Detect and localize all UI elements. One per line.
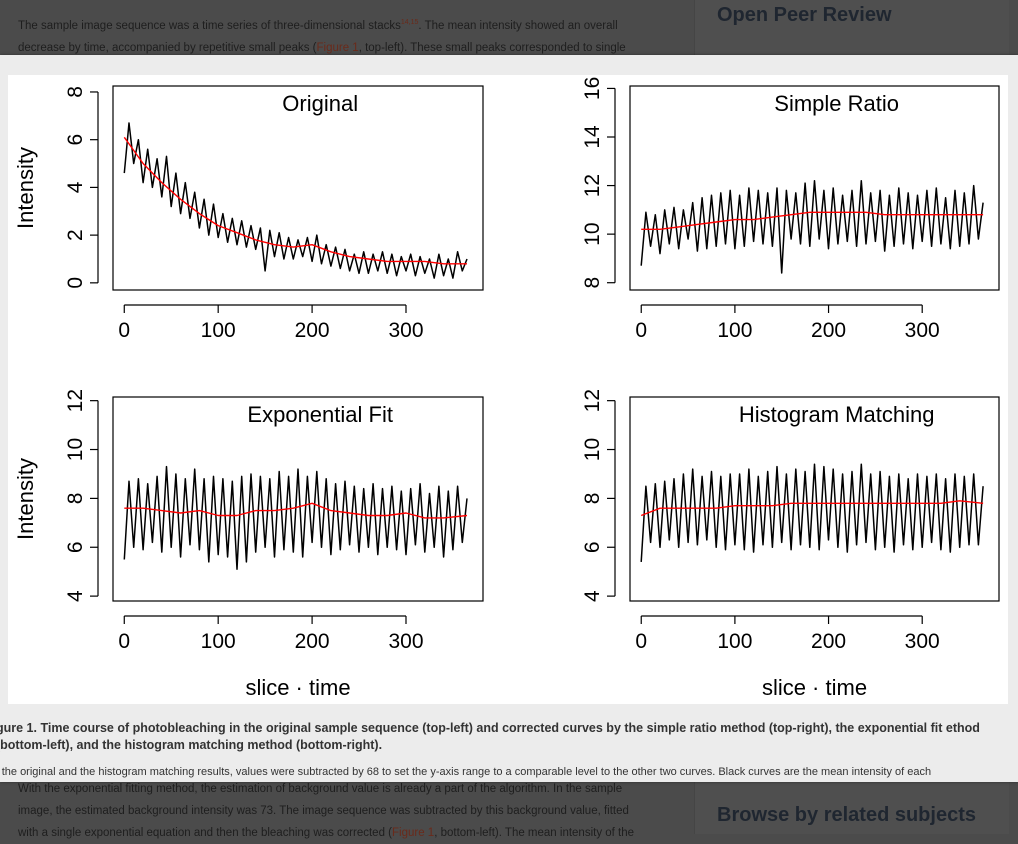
y-tick-label: 0: [64, 277, 87, 289]
mean-intensity-line: [640, 463, 984, 562]
article-paragraph-top: The sample image sequence was a time ser…: [18, 19, 626, 54]
figure-image: 0 2 4 6 8 0 100 200 300 Original Intensity 8 10 12 14 1…: [8, 75, 1008, 704]
y-tick-label: 8: [64, 86, 87, 98]
plot-frame: [629, 396, 1000, 602]
y-tick-label: 4: [581, 590, 604, 602]
chart-title: Histogram Matching: [739, 402, 935, 427]
chart-title: Original: [282, 91, 358, 116]
chart-panel-3: 4 6 8 10 12 0 100 200 300 Exponential Fit Intensit…: [13, 389, 484, 700]
mean-intensity-line: [640, 179, 984, 274]
y-tick-label: 6: [581, 541, 604, 553]
y-tick-label: 10: [581, 222, 604, 245]
y-tick-label: 2: [64, 229, 87, 241]
y-tick-label: 10: [581, 438, 604, 461]
y-tick-label: 6: [64, 541, 87, 553]
y-tick-label: 12: [581, 389, 604, 412]
plot-frame: [112, 85, 484, 291]
x-axis-label: slice · time: [762, 675, 867, 700]
trend-line-red: [124, 502, 468, 519]
x-tick-label: 100: [717, 630, 752, 653]
open-peer-review-heading[interactable]: Open Peer Review: [717, 4, 892, 26]
figure-caption: gure 1. Time course of photobleaching in…: [0, 721, 980, 752]
x-tick-label: 300: [905, 630, 940, 653]
trend-line-red: [641, 211, 984, 231]
x-tick-label: 100: [201, 319, 236, 342]
y-tick-label: 12: [581, 174, 604, 197]
figure-lightbox: 0 2 4 6 8 0 100 200 300 Original Intensity 8 10 12 14 1…: [0, 55, 1018, 782]
plot-frame: [629, 85, 1000, 291]
citation-link[interactable]: 14,15: [400, 19, 419, 26]
sidebar-related-subjects: Browse by related subjects: [694, 782, 1009, 834]
y-tick-label: 4: [64, 181, 87, 193]
sidebar-open-peer-review: Open Peer Review: [694, 0, 1009, 55]
y-tick-label: 4: [64, 590, 87, 602]
y-tick-label: 8: [64, 493, 87, 505]
x-tick-label: 0: [635, 319, 647, 342]
y-tick-label: 14: [581, 125, 604, 149]
chart-panel-1: 0 2 4 6 8 0 100 200 300 Original Intensity: [13, 85, 484, 342]
x-axis-label: slice · time: [245, 675, 350, 700]
figure-link[interactable]: Figure 1: [316, 41, 359, 54]
x-tick-label: 200: [811, 630, 846, 653]
trend-line-red: [123, 136, 467, 265]
y-tick-label: 8: [581, 493, 604, 505]
x-tick-label: 300: [905, 319, 940, 342]
plot-frame: [112, 396, 484, 602]
chart-panel-4: 4 6 8 10 12 0 100 200 300 Histogram Matching slice…: [581, 389, 1000, 700]
x-tick-label: 200: [811, 319, 846, 342]
y-tick-label: 8: [581, 277, 604, 289]
y-tick-label: 10: [64, 438, 87, 461]
x-tick-label: 100: [717, 319, 752, 342]
x-tick-label: 200: [295, 630, 330, 653]
x-tick-label: 300: [388, 319, 423, 342]
mean-intensity-line: [123, 465, 468, 570]
y-tick-label: 16: [581, 77, 604, 100]
mean-intensity-line: [123, 122, 468, 279]
x-tick-label: 0: [118, 630, 130, 653]
browse-related-subjects-heading[interactable]: Browse by related subjects: [717, 804, 976, 826]
article-paragraph-bottom: With the exponential fitting method, the…: [18, 783, 635, 839]
chart-title: Exponential Fit: [247, 402, 393, 427]
figure-note: r the original and the histogram matchin…: [0, 766, 932, 778]
x-tick-label: 200: [295, 319, 330, 342]
x-tick-label: 300: [388, 630, 423, 653]
y-axis-label: Intensity: [13, 147, 38, 229]
y-tick-label: 12: [64, 389, 87, 412]
x-tick-label: 100: [201, 630, 236, 653]
trend-line-red: [640, 500, 984, 517]
x-tick-label: 0: [635, 630, 647, 653]
y-tick-label: 6: [64, 134, 87, 146]
x-tick-label: 0: [118, 319, 130, 342]
y-axis-label: Intensity: [13, 458, 38, 540]
chart-title: Simple Ratio: [774, 91, 899, 116]
chart-panel-2: 8 10 12 14 16 0 100 200 300 Simple Ratio: [581, 77, 1000, 342]
figure-link[interactable]: Figure 1: [392, 827, 435, 839]
